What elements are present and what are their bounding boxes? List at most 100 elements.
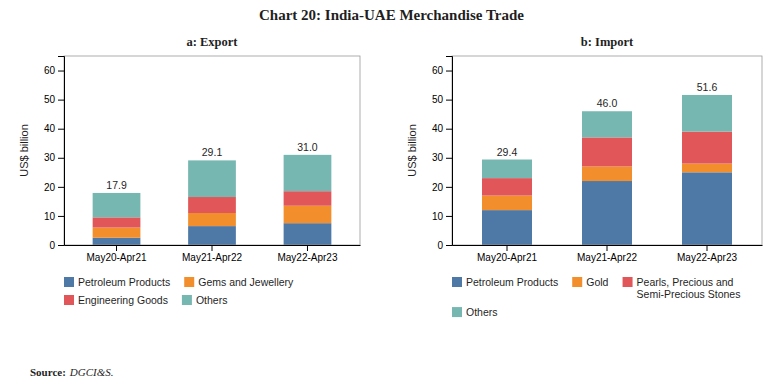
x-tick-mark xyxy=(707,245,708,251)
bar-segment xyxy=(682,95,732,132)
bar-segment xyxy=(582,181,632,245)
x-tick-label: May20-Apr21 xyxy=(87,252,147,263)
bar-segment xyxy=(582,166,632,181)
y-tick-label: 60 xyxy=(44,65,56,76)
y-tick-label: 30 xyxy=(44,152,56,163)
y-tick-mark xyxy=(58,71,64,72)
total-label: 46.0 xyxy=(597,97,618,109)
bar-segment xyxy=(188,213,236,226)
bar-segment xyxy=(482,210,532,245)
legend-item: Pearls, Precious andSemi-Precious Stones xyxy=(623,276,741,300)
legend-item: Engineering Goods xyxy=(64,294,168,306)
bar-segment xyxy=(582,137,632,166)
bar-segment xyxy=(93,193,141,217)
legend-label: Engineering Goods xyxy=(78,294,168,306)
bar-segment xyxy=(582,111,632,137)
y-axis: 0 10 20 30 40 50 60 xyxy=(44,57,65,251)
y-tick-label: 20 xyxy=(44,182,56,193)
legend-swatch xyxy=(184,277,194,287)
y-axis-title: US$ billion xyxy=(18,124,30,177)
y-tick: 20 xyxy=(44,182,64,193)
y-tick-label: 60 xyxy=(432,65,444,76)
x-tick: May20-Apr21 xyxy=(477,245,537,263)
y-tick-mark xyxy=(58,100,64,101)
bar-segment xyxy=(284,223,332,245)
y-tick-label: 10 xyxy=(432,211,444,222)
x-tick-label: May20-Apr21 xyxy=(477,252,537,263)
legend-item: Gems and Jewellery xyxy=(184,276,294,288)
y-tick-label: 40 xyxy=(44,123,56,134)
y-tick: 50 xyxy=(432,94,452,105)
bars xyxy=(93,155,332,245)
total-label: 17.9 xyxy=(106,179,127,191)
bar-segment xyxy=(93,238,141,245)
legend-swatch xyxy=(623,277,633,287)
y-axis: 0 10 20 30 40 50 60 xyxy=(432,57,453,251)
y-tick-label: 0 xyxy=(437,240,443,251)
legend-swatch xyxy=(64,295,74,305)
y-tick: 10 xyxy=(432,211,452,222)
y-tick-mark xyxy=(58,187,64,188)
legend-label: Petroleum Products xyxy=(466,276,558,288)
legend-item: Others xyxy=(182,294,228,306)
y-tick: 0 xyxy=(49,240,64,251)
panel-title: a: Export xyxy=(186,35,238,49)
bar-segment xyxy=(482,178,532,195)
total-label: 29.4 xyxy=(497,146,518,158)
y-tick-mark xyxy=(58,245,64,246)
legend-swatch xyxy=(452,277,462,287)
bars xyxy=(482,95,732,245)
y-tick-mark xyxy=(446,245,452,246)
legend-item: Gold xyxy=(572,276,608,288)
y-tick-mark xyxy=(446,71,452,72)
x-tick-label: May21-Apr22 xyxy=(182,252,242,263)
bar-segment xyxy=(284,206,332,223)
bar-segment xyxy=(682,164,732,173)
y-tick-label: 10 xyxy=(44,211,56,222)
plot-frame xyxy=(452,56,762,245)
bar-segment xyxy=(188,226,236,245)
y-tick: 50 xyxy=(44,94,64,105)
y-tick-label: 50 xyxy=(44,94,56,105)
x-tick: May21-Apr22 xyxy=(577,245,637,263)
legend-swatch xyxy=(452,307,462,317)
bar-segment xyxy=(682,172,732,245)
legend-swatch xyxy=(572,277,582,287)
y-axis-line xyxy=(446,57,453,246)
x-tick: May22-Apr23 xyxy=(677,245,737,263)
legend-item: Others xyxy=(452,306,498,318)
y-tick: 30 xyxy=(432,152,452,163)
chart-title: Chart 20: India-UAE Merchandise Trade xyxy=(259,7,524,23)
y-tick-mark xyxy=(446,100,452,101)
legend-label: Petroleum Products xyxy=(78,276,170,288)
y-tick: 10 xyxy=(44,211,64,222)
panel: 0 10 20 30 40 50 60 May20-Apr21 May21-Apr22 May22… xyxy=(406,35,763,318)
x-tick-label: May22-Apr23 xyxy=(277,252,337,263)
legend: Petroleum Products Gems and Jewellery Engi… xyxy=(64,276,294,306)
series xyxy=(93,155,332,218)
y-tick-mark xyxy=(58,158,64,159)
y-tick-label: 40 xyxy=(432,123,444,134)
series xyxy=(482,172,732,245)
source-note: Source:DGCI&S. xyxy=(30,366,114,378)
legend-label: Others xyxy=(196,294,228,306)
legend-swatch xyxy=(64,277,74,287)
y-axis-title: US$ billion xyxy=(406,124,418,177)
legend: Petroleum Products Gold Pearls, Precious a… xyxy=(452,276,740,318)
y-tick-mark xyxy=(58,129,64,130)
x-tick-mark xyxy=(507,245,508,251)
source-label: Source: xyxy=(30,366,66,378)
total-labels: 17.929.131.0 xyxy=(106,141,318,191)
y-tick-mark xyxy=(446,187,452,188)
bar-segment xyxy=(682,132,732,164)
bar-segment xyxy=(482,160,532,179)
y-tick: 30 xyxy=(44,152,64,163)
legend-label: Gems and Jewellery xyxy=(198,276,294,288)
y-tick-label: 30 xyxy=(432,152,444,163)
y-tick-label: 50 xyxy=(432,94,444,105)
y-tick: 20 xyxy=(432,182,452,193)
x-tick-mark xyxy=(607,245,608,251)
chart-svg: Chart 20: India-UAE Merchandise Trade 0 10… xyxy=(0,0,783,386)
panel: 0 10 20 30 40 50 60 May20-Apr21 May21-Apr22 May22… xyxy=(18,35,361,306)
y-tick-mark xyxy=(446,158,452,159)
